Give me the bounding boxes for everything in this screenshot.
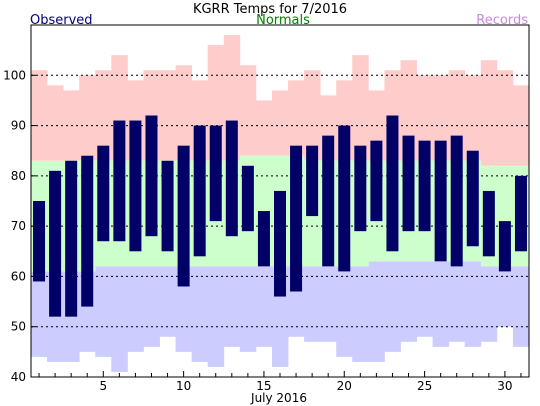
record-low-band	[496, 266, 514, 327]
legend-normals: Normals	[256, 13, 310, 28]
observed-bar	[177, 145, 190, 287]
record-high-band	[352, 55, 369, 161]
observed-bar	[466, 150, 479, 247]
record-low-band	[175, 266, 193, 352]
y-tick-label: 60	[11, 269, 26, 283]
record-high-band	[255, 100, 273, 156]
record-low-band	[239, 266, 257, 352]
record-low-band	[255, 266, 273, 347]
record-low-band	[352, 266, 369, 362]
observed-bar	[193, 125, 206, 257]
record-low-band	[368, 261, 385, 362]
record-low-band	[512, 266, 530, 347]
record-high-band	[175, 65, 193, 161]
y-tick-label: 70	[11, 219, 26, 233]
observed-bar	[354, 145, 367, 232]
observed-bar	[338, 125, 351, 272]
observed-bar	[129, 120, 142, 252]
legend-records: Records	[476, 13, 528, 28]
y-axis: 40 50 60 70 80 90 100	[3, 68, 36, 384]
record-low-band	[223, 266, 241, 347]
record-high-band	[496, 70, 514, 166]
record-low-band	[400, 261, 417, 342]
record-low-band	[464, 261, 482, 347]
record-low-band	[191, 266, 209, 362]
record-low-band	[207, 266, 225, 367]
record-low-band	[416, 261, 434, 337]
observed-bar	[306, 145, 319, 217]
observed-bar	[418, 140, 431, 232]
x-tick-label: 20	[337, 379, 352, 393]
record-high-band	[159, 70, 176, 161]
x-axis-label: July 2016	[250, 391, 307, 405]
x-axis: 5 10 15 20 25 30	[38, 371, 522, 393]
observed-bar	[225, 120, 238, 237]
plot-area	[30, 24, 530, 378]
record-low-band	[143, 266, 160, 347]
record-low-band	[127, 266, 144, 352]
observed-bar	[161, 160, 174, 252]
observed-bar	[290, 145, 303, 292]
observed-bar	[498, 221, 511, 272]
record-high-band	[239, 65, 257, 156]
x-tick-label: 15	[256, 379, 271, 393]
chart-title: KGRR Temps for 7/2016	[193, 2, 347, 17]
observed-bar	[65, 160, 78, 317]
observed-bar	[49, 170, 62, 317]
y-tick-label: 80	[11, 169, 26, 183]
observed-bar	[257, 211, 270, 267]
record-high-band	[47, 85, 64, 161]
record-high-band	[416, 75, 434, 161]
observed-bar	[370, 140, 383, 222]
y-tick-label: 90	[11, 119, 26, 133]
observed-bar	[274, 190, 286, 297]
observed-bar	[482, 190, 495, 257]
record-high-band	[432, 75, 450, 161]
record-high-band	[79, 75, 96, 161]
record-low-band	[448, 261, 466, 342]
x-tick-label: 10	[176, 379, 191, 393]
observed-bar	[113, 120, 126, 242]
x-tick-label: 30	[497, 379, 512, 393]
observed-bar	[33, 201, 46, 282]
record-high-band	[464, 75, 482, 161]
record-low-band	[432, 261, 450, 347]
record-low-band	[111, 266, 128, 372]
observed-bar	[450, 135, 463, 267]
observed-bar	[514, 175, 527, 252]
observed-bar	[97, 145, 110, 242]
observed-bar	[386, 115, 399, 252]
x-tick-label: 25	[417, 379, 432, 393]
record-low-band	[159, 266, 176, 337]
observed-bar	[81, 155, 94, 307]
observed-bar	[209, 125, 222, 222]
x-tick-label: 5	[99, 379, 107, 393]
record-low-band	[480, 266, 498, 342]
record-high-band	[95, 70, 112, 161]
record-low-band	[31, 271, 48, 357]
observed-bar	[402, 135, 415, 232]
record-low-band	[95, 266, 112, 357]
observed-bar	[322, 135, 335, 267]
record-high-band	[271, 90, 289, 156]
record-low-band	[304, 266, 321, 342]
y-tick-label: 40	[11, 370, 26, 384]
record-high-band	[288, 80, 305, 156]
record-low-band	[384, 261, 401, 352]
observed-bar	[241, 165, 254, 232]
y-tick-label: 50	[11, 320, 26, 334]
y-tick-label: 100	[3, 68, 26, 82]
observed-bar	[145, 115, 158, 237]
record-high-band	[304, 70, 321, 161]
record-high-band	[480, 60, 498, 166]
record-high-band	[31, 70, 48, 161]
record-low-band	[336, 266, 353, 357]
legend-observed: Observed	[30, 13, 93, 28]
record-low-band	[320, 266, 337, 342]
observed-bar	[434, 140, 447, 262]
observed-layer	[33, 115, 527, 317]
